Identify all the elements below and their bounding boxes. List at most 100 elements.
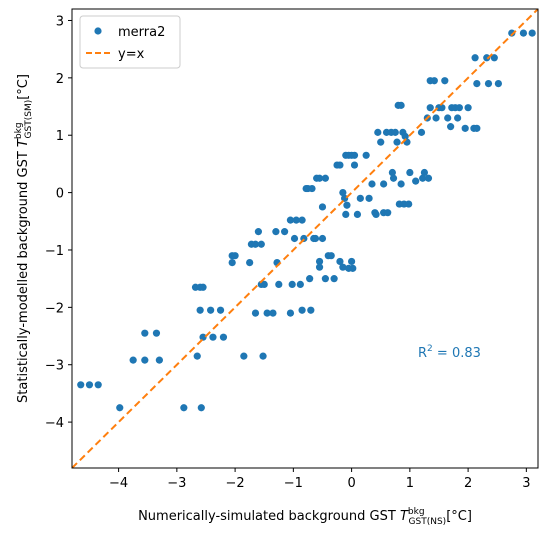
scatter-point: [419, 174, 427, 182]
x-axis-label-superscript: bkg: [408, 507, 425, 517]
scatter-point: [348, 257, 356, 266]
x-tick-label: −3: [167, 476, 186, 491]
y-tick-label: 1: [56, 129, 64, 144]
scatter-point: [263, 309, 271, 317]
scatter-point: [384, 209, 392, 217]
scatter-point: [272, 228, 280, 236]
x-tick-label: −4: [109, 476, 128, 491]
scatter-point: [219, 333, 228, 341]
scatter-point: [380, 180, 388, 188]
scatter-point: [356, 194, 364, 202]
legend-label-merra2: merra2: [118, 25, 165, 40]
x-tick-label: 0: [347, 476, 355, 491]
scatter-point: [401, 132, 409, 140]
scatter-point: [391, 128, 399, 136]
scatter-point: [406, 168, 414, 177]
scatter-point: [349, 264, 357, 272]
scatter-point: [141, 329, 149, 337]
scatter-point: [494, 79, 502, 88]
scatter-point: [519, 29, 528, 37]
y-axis-label-main: Statistically-modelled background GST: [16, 151, 31, 403]
scatter-point: [483, 54, 491, 62]
scatter-point: [94, 381, 102, 389]
scatter-point: [444, 114, 452, 122]
scatter-point: [246, 259, 254, 267]
scatter-point: [484, 79, 493, 88]
scatter-point: [254, 228, 262, 236]
scatter-point: [286, 309, 295, 317]
scatter-point: [393, 138, 401, 146]
scatter-point: [240, 352, 248, 360]
scatter-point: [129, 356, 137, 364]
scatter-points-layer: [77, 29, 536, 412]
scatter-point: [350, 161, 359, 169]
y-tick-label: −3: [45, 359, 64, 374]
annotation-superscript: 2: [427, 344, 433, 354]
scatter-point: [199, 333, 207, 341]
scatter-point: [397, 101, 405, 109]
legend-marker-merra2: [94, 27, 102, 35]
scatter-point: [343, 201, 351, 209]
scatter-point: [306, 275, 314, 283]
scatter-point: [196, 306, 204, 314]
scatter-point: [251, 309, 260, 317]
scatter-point: [336, 161, 344, 169]
y-tick-label: 2: [56, 72, 64, 87]
scatter-point: [388, 168, 396, 177]
scatter-point: [286, 216, 295, 224]
scatter-point: [438, 104, 446, 112]
scatter-point: [464, 104, 472, 112]
scatter-point: [473, 79, 481, 88]
scatter-point: [311, 234, 320, 243]
scatter-point: [339, 189, 347, 197]
scatter-point: [315, 257, 324, 266]
scatter-point: [321, 275, 329, 283]
y-axis-label: Statistically-modelled background GST Tb…: [14, 74, 34, 403]
scatter-point: [315, 263, 324, 271]
scatter-point: [209, 333, 217, 341]
scatter-point: [377, 138, 385, 146]
scatter-point: [216, 306, 225, 314]
scatter-point: [318, 203, 327, 211]
scatter-point: [260, 280, 268, 288]
scatter-point: [389, 174, 398, 182]
scatter-point: [473, 124, 481, 132]
scatter-point: [116, 404, 124, 412]
scatter-point: [292, 216, 300, 224]
y-axis-ticks: −4 −3 −2 −1 0 1 2 3: [45, 14, 72, 431]
scatter-point: [308, 184, 316, 193]
scatter-point: [281, 228, 289, 236]
y-tick-label: 3: [56, 14, 64, 29]
scatter-point: [471, 54, 479, 62]
x-tick-label: −2: [226, 476, 245, 491]
scatter-point: [155, 356, 163, 364]
annotation-symbol: R: [418, 346, 427, 361]
scatter-point: [353, 210, 362, 218]
scatter-point: [298, 306, 306, 314]
scatter-point: [336, 257, 344, 266]
scatter-point: [426, 104, 434, 112]
x-axis-label: Numerically-simulated background GST Tbk…: [138, 507, 472, 527]
scatter-point: [432, 114, 440, 122]
x-tick-label: 3: [522, 476, 530, 491]
y-tick-label: 0: [56, 187, 64, 202]
x-tick-label: 1: [406, 476, 414, 491]
scatter-point: [259, 352, 267, 360]
x-axis-label-unit: [°C]: [446, 509, 472, 524]
scatter-point: [412, 177, 420, 185]
scatter-point: [454, 114, 462, 122]
y-tick-label: −4: [45, 416, 64, 431]
scatter-point: [372, 210, 380, 218]
scatter-point: [288, 280, 296, 288]
x-axis-label-main: Numerically-simulated background GST: [138, 509, 396, 524]
scatter-point: [362, 151, 370, 159]
scatter-point: [447, 123, 455, 131]
legend: merra2 y=x: [79, 15, 181, 69]
scatter-point: [296, 280, 304, 288]
scatter-point: [257, 240, 265, 248]
scatter-point: [339, 263, 347, 271]
legend-box: [79, 15, 181, 69]
scatter-point: [424, 174, 433, 182]
scatter-point: [290, 234, 299, 243]
scatter-point: [231, 252, 239, 260]
